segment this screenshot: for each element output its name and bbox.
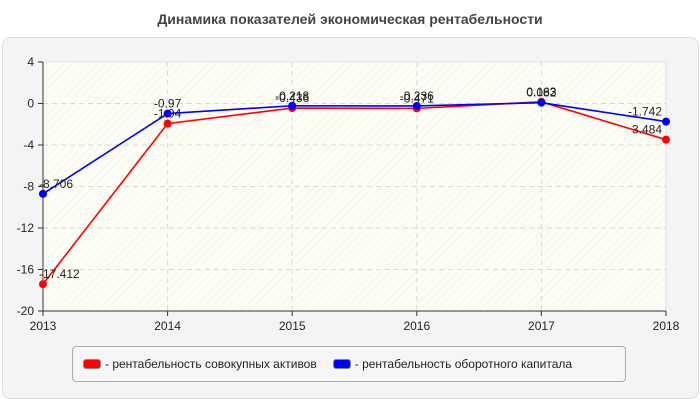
chart-title: Динамика показателей экономическая рента… [157, 11, 543, 27]
data-label: -1.742 [628, 105, 662, 119]
legend-item-assets[interactable]: - рентабельность совокупных активов [83, 357, 317, 371]
data-point[interactable] [39, 280, 47, 289]
data-point[interactable] [662, 135, 670, 144]
x-tick-label: 2017 [528, 319, 555, 333]
y-tick-label: -12 [17, 221, 35, 235]
legend-label: - рентабельность оборотного капитала [354, 357, 573, 371]
data-label: -0.471 [400, 91, 434, 105]
x-tick-label: 2015 [279, 319, 306, 333]
legend-label: - рентабельность совокупных активов [105, 357, 317, 371]
y-tick-label: 4 [27, 55, 34, 69]
legend: - рентабельность совокупных активов - ре… [72, 346, 626, 382]
data-point[interactable] [537, 98, 546, 107]
data-label: -0.97 [154, 97, 182, 111]
data-label: -0.236 [400, 89, 434, 103]
y-tick-label: -16 [17, 263, 35, 277]
data-label: -0.218 [275, 89, 309, 103]
data-point[interactable] [662, 117, 670, 126]
x-tick-label: 2016 [403, 319, 430, 333]
blue-swatch-icon [332, 359, 351, 369]
red-swatch-icon [83, 359, 101, 369]
y-tick-label: -4 [23, 138, 34, 152]
data-point[interactable] [39, 189, 47, 198]
data-label: -0.436 [275, 91, 309, 105]
data-point[interactable] [163, 119, 172, 128]
x-tick-label: 2014 [154, 319, 181, 333]
data-point[interactable] [412, 101, 421, 110]
x-tick-label: 2013 [30, 319, 57, 333]
y-tick-label: 0 [27, 97, 34, 111]
data-label: -8.706 [39, 177, 73, 191]
data-label: 0.082 [526, 86, 556, 100]
gridlines [43, 62, 666, 311]
series-lines: -17.412-1.94-0.436-0.4710.1633.484-8.706… [39, 85, 670, 289]
y-tick-label: -8 [23, 180, 34, 194]
data-label: 0.163 [526, 85, 556, 99]
data-label: 3.484 [632, 123, 662, 137]
x-tick-label: 2018 [653, 319, 680, 333]
y-tick-label: -20 [17, 304, 35, 318]
data-point[interactable] [163, 109, 172, 118]
data-label: -17.412 [39, 267, 80, 281]
data-point[interactable] [288, 101, 297, 110]
legend-item-working-capital[interactable]: - рентабельность оборотного капитала [332, 357, 573, 371]
